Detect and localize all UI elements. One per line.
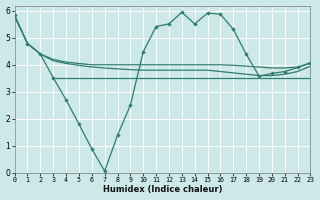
X-axis label: Humidex (Indice chaleur): Humidex (Indice chaleur) (103, 185, 222, 194)
